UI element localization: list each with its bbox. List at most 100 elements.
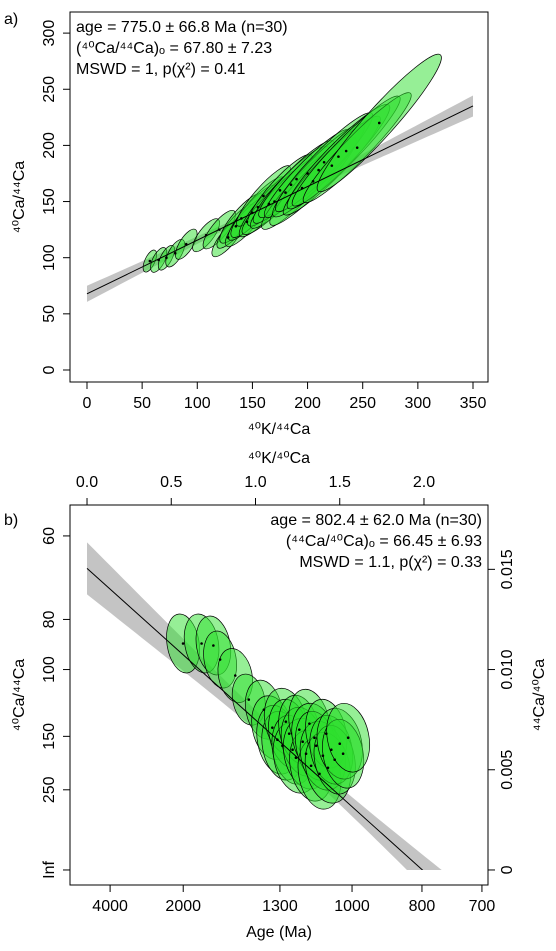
panel-label: b) bbox=[4, 512, 18, 529]
point bbox=[311, 180, 315, 183]
x-tick-label: 100 bbox=[184, 395, 211, 412]
point bbox=[289, 183, 293, 187]
point bbox=[218, 658, 222, 661]
point bbox=[226, 236, 230, 239]
point bbox=[173, 251, 177, 255]
y-tick-label: 0.015 bbox=[499, 549, 516, 589]
point bbox=[322, 160, 326, 164]
x-tick-label: 300 bbox=[405, 395, 432, 412]
y-tick-label: 50 bbox=[41, 305, 58, 323]
point bbox=[148, 259, 152, 263]
point bbox=[344, 149, 348, 153]
y-axis-title: ⁴⁰Ca/⁴⁴Ca bbox=[11, 161, 28, 233]
y-tick-label: 60 bbox=[41, 527, 58, 545]
point bbox=[212, 644, 215, 647]
point bbox=[247, 698, 251, 701]
x-tick-label: 4000 bbox=[92, 898, 128, 915]
point bbox=[295, 177, 298, 181]
point bbox=[313, 736, 316, 739]
y-tick-label: 100 bbox=[41, 244, 58, 271]
plot-area bbox=[86, 542, 442, 870]
annotation: (⁴⁴Ca/⁴⁰Ca)ₒ = 66.45 ± 6.93 bbox=[286, 533, 482, 550]
point bbox=[181, 642, 185, 645]
x-tick-label: 0.0 bbox=[76, 474, 98, 491]
x-tick-label: 1.0 bbox=[244, 474, 266, 491]
x-tick-label: 250 bbox=[349, 395, 376, 412]
y-tick-label: 150 bbox=[41, 723, 58, 750]
plot-frame bbox=[69, 11, 489, 383]
x-tick-label: 1.5 bbox=[329, 474, 351, 491]
x-axis-title: Age (Ma) bbox=[246, 924, 312, 941]
point bbox=[355, 146, 359, 149]
point bbox=[291, 748, 294, 752]
x-tick-label: 2.0 bbox=[413, 474, 435, 491]
annotation: MSWD = 1.1, p(χ²) = 0.33 bbox=[299, 554, 482, 571]
point bbox=[304, 752, 308, 756]
fit-line bbox=[86, 567, 424, 870]
point bbox=[233, 674, 237, 677]
y-tick-label: 150 bbox=[41, 188, 58, 215]
point bbox=[341, 752, 345, 756]
annotation: (⁴⁰Ca/⁴⁴Ca)ₒ = 67.80 ± 7.23 bbox=[76, 40, 272, 57]
x-tick-label: 800 bbox=[409, 898, 436, 915]
x-tick-label: 700 bbox=[469, 898, 496, 915]
point bbox=[314, 744, 318, 748]
plot-frame bbox=[69, 504, 489, 886]
y-tick-label: 80 bbox=[41, 610, 58, 628]
point bbox=[308, 722, 311, 725]
y-tick-label: 0.010 bbox=[499, 649, 516, 689]
x-tick-label: 1300 bbox=[262, 898, 298, 915]
point bbox=[346, 736, 350, 739]
point bbox=[262, 708, 266, 711]
x-tick-label: 200 bbox=[294, 395, 321, 412]
point bbox=[333, 758, 336, 762]
x-axis-title: ⁴⁰K/⁴⁴Ca bbox=[248, 421, 311, 438]
point bbox=[165, 256, 168, 259]
point bbox=[278, 189, 282, 192]
annotation: age = 775.0 ± 66.8 Ma (n=30) bbox=[76, 19, 288, 36]
panel-label: a) bbox=[4, 11, 18, 28]
y-tick-label: 0.005 bbox=[499, 750, 516, 790]
point bbox=[337, 155, 340, 158]
fit-line bbox=[86, 105, 474, 295]
point bbox=[200, 642, 203, 645]
point bbox=[256, 205, 260, 209]
point bbox=[330, 748, 333, 752]
y-tick-label: 250 bbox=[41, 776, 58, 803]
y-tick-label: 200 bbox=[41, 132, 58, 159]
x-tick-label: 50 bbox=[133, 395, 151, 412]
point bbox=[309, 764, 313, 768]
y-tick-label: 100 bbox=[41, 656, 58, 683]
x-tick-label: 350 bbox=[460, 395, 487, 412]
point bbox=[301, 740, 304, 743]
point bbox=[318, 772, 321, 776]
point bbox=[330, 164, 334, 167]
x2-axis-title: ⁴⁰K/⁴⁰Ca bbox=[248, 450, 310, 467]
point bbox=[284, 191, 287, 194]
point bbox=[262, 194, 265, 198]
y-tick-label: 250 bbox=[41, 76, 58, 103]
point bbox=[306, 172, 309, 175]
point bbox=[317, 168, 320, 172]
annotation: age = 802.4 ± 62.0 Ma (n=30) bbox=[270, 512, 482, 529]
plot-area bbox=[86, 53, 474, 302]
x-tick-label: 0.5 bbox=[160, 474, 182, 491]
point bbox=[298, 728, 301, 731]
point bbox=[287, 732, 291, 735]
y-tick-label: Inf bbox=[41, 861, 58, 879]
y-tick-label: 0 bbox=[41, 365, 58, 374]
point bbox=[234, 224, 238, 228]
x-tick-label: 2000 bbox=[165, 898, 201, 915]
x-tick-label: 1000 bbox=[334, 898, 370, 915]
y2-axis-title: ⁴⁴Ca/⁴⁰Ca bbox=[531, 659, 548, 731]
y-axis-title: ⁴⁰Ca/⁴⁴Ca bbox=[11, 659, 28, 731]
point bbox=[284, 720, 288, 723]
point bbox=[338, 742, 342, 746]
point bbox=[377, 121, 381, 125]
point bbox=[271, 726, 274, 729]
x-tick-label: 150 bbox=[239, 395, 266, 412]
annotation: MSWD = 1, p(χ²) = 0.41 bbox=[76, 61, 245, 78]
point bbox=[245, 220, 249, 224]
point bbox=[326, 766, 330, 770]
